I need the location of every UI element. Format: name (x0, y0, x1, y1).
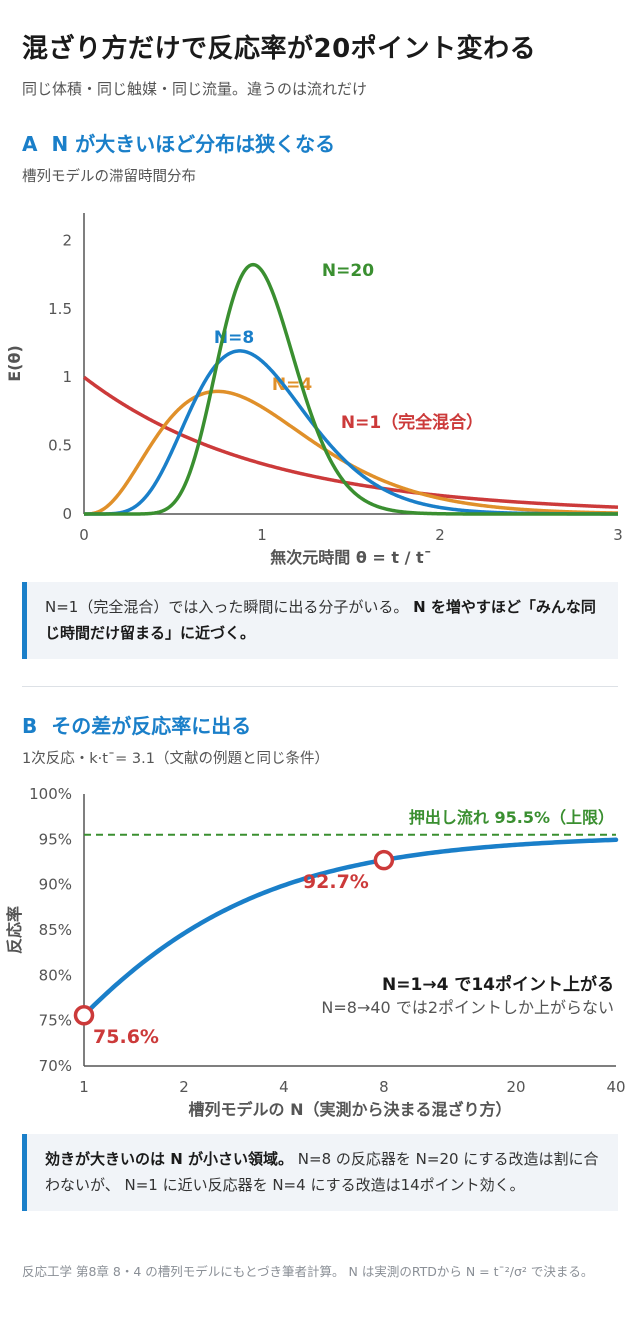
x-tick-label: 40 (606, 1078, 625, 1096)
y-tick-label: 2 (62, 231, 72, 249)
highlight-label-n1: 75.6% (93, 1026, 159, 1048)
series-label-n20: N=20 (322, 261, 374, 281)
x-axis-title: 槽列モデルの N（実測から決まる混ざり方） (189, 1100, 512, 1119)
y-tick-label: 95% (39, 830, 72, 848)
y-tick-label: 80% (39, 966, 72, 984)
section-a-heading: A N が大きいほど分布は狭くなる (22, 128, 335, 157)
y-tick-label: 75% (39, 1012, 72, 1030)
x-tick-label: 1 (257, 526, 267, 544)
series-line-n1 (82, 375, 619, 509)
page-subtitle: 同じ体積・同じ触媒・同じ流量。違うのは流れだけ (22, 80, 368, 98)
section-a-subtitle: 槽列モデルの滞留時間分布 (22, 169, 196, 185)
y-tick-label: 100% (29, 785, 72, 803)
section-a-note: N=1（完全混合）では入った瞬間に出る分子がいる。 N を増やすほど「みんな同じ… (22, 582, 618, 659)
plug-flow-label: 押出し流れ 95.5%（上限） (409, 808, 614, 827)
highlight-point-n1 (73, 1004, 95, 1026)
series-label-n1: N=1（完全混合） (341, 412, 483, 433)
section-divider (22, 686, 618, 687)
x-tick-label: 20 (506, 1078, 525, 1096)
x-tick-label: 4 (279, 1078, 289, 1096)
conversion-line (81, 837, 619, 1018)
section-a-note-plain: N=1（完全混合）では入った瞬間に出る分子がいる。 (45, 598, 409, 616)
section-b-heading: B その差が反応率に出る (22, 710, 251, 739)
section-a-title: N が大きいほど分布は狭くなる (51, 132, 336, 156)
y-tick-label: 0.5 (48, 437, 72, 455)
annotation-bold: N=1→4 で14ポイント上がる (382, 974, 614, 995)
page-title: 混ざり方だけで反応率が20ポイント変わる (22, 34, 537, 64)
section-b-note-bold: 効きが大きいのは N が小さい領域。 (45, 1150, 293, 1168)
y-axis-title: 反応率 (5, 906, 24, 954)
y-tick-label: 85% (39, 921, 72, 939)
x-tick-label: 3 (613, 526, 623, 544)
x-tick-label: 1 (79, 1078, 89, 1096)
y-tick-label: 70% (39, 1057, 72, 1075)
rtd-chart: 0 0.5 1 1.5 2 0 1 2 3 無次元時間 θ = t / t¯ E(θ) N=1（完全混… (5, 213, 623, 567)
x-tick-label: 0 (79, 526, 89, 544)
conversion-chart: 70% 75% 80% 85% 90% 95% 100% 1 2 4 8 20 40 槽列モデルの N（実… (5, 785, 626, 1119)
x-axis-title: 無次元時間 θ = t / t¯ (270, 548, 431, 567)
section-b-note: 効きが大きいのは N が小さい領域。 N=8 の反応器を N=20 にする改造は… (22, 1134, 618, 1211)
y-axis-title: E(θ) (5, 345, 24, 382)
section-a-letter: A (22, 132, 38, 156)
series-line-n4 (83, 389, 619, 516)
x-tick-label: 2 (435, 526, 445, 544)
y-tick-label: 1.5 (48, 300, 72, 318)
section-b-note-plain: N=8 の反応器を N=20 にする改造は割に合わないが、 N=1 に近い反応器… (45, 1150, 599, 1195)
section-a-note-bold: N を増やすほど「みんな同じ時間だけ留まる」に近づく。 (45, 598, 596, 643)
y-tick-label: 1 (62, 368, 72, 386)
y-tick-label: 0 (62, 505, 72, 523)
section-b-subtitle: 1次反応・k·t¯= 3.1（文献の例題と同じ条件） (22, 751, 329, 767)
series-line-n20 (83, 262, 619, 516)
x-tick-label: 8 (379, 1078, 389, 1096)
highlight-point-n8 (373, 849, 395, 871)
y-tick-label: 90% (39, 876, 72, 894)
section-b-letter: B (22, 714, 38, 738)
x-tick-label: 2 (179, 1078, 189, 1096)
annotation-plain: N=8→40 では2ポイントしか上がらない (321, 998, 614, 1017)
section-b-title: その差が反応率に出る (51, 714, 252, 738)
footer-note: 反応工学 第8章 8・4 の槽列モデルにもとづき筆者計算。 N は実測のRTDか… (22, 1264, 594, 1279)
highlight-label-n8: 92.7% (303, 871, 369, 893)
